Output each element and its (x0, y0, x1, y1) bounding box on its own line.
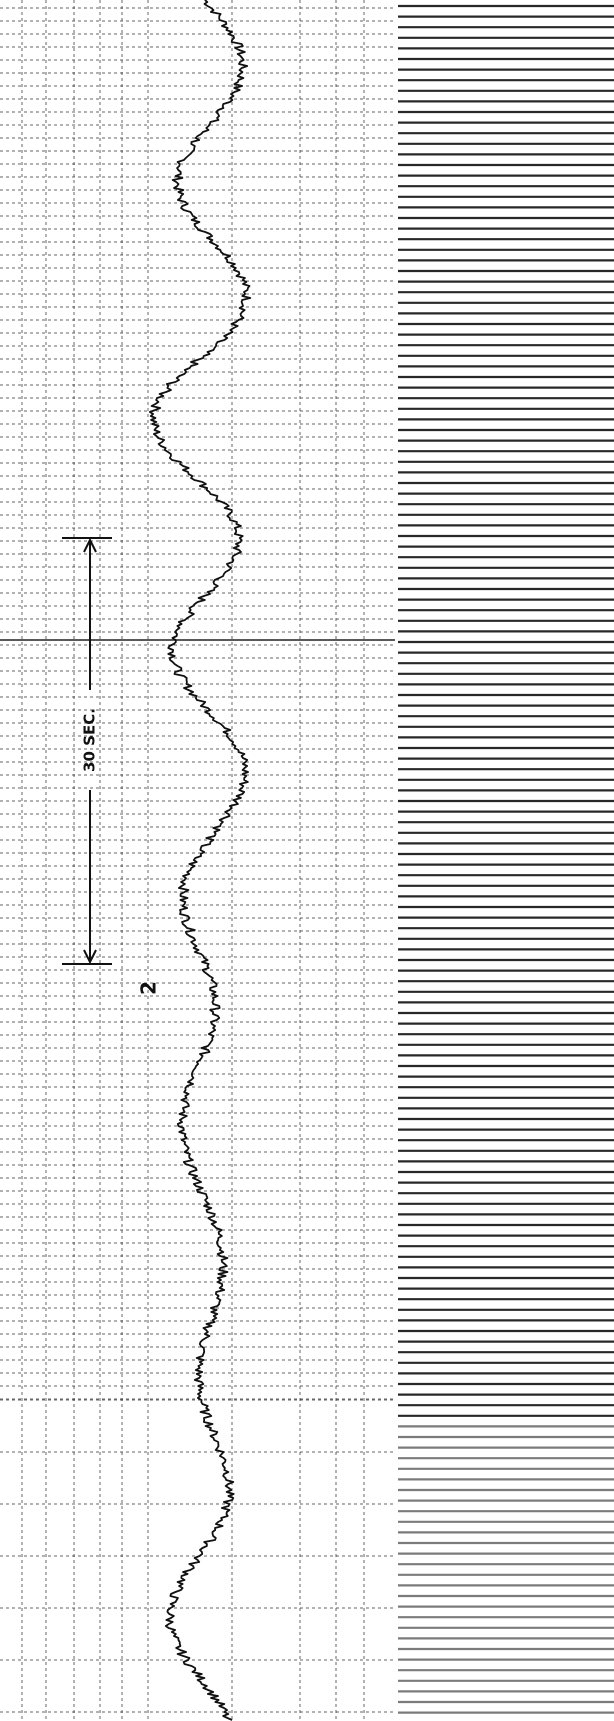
strip-chart-record: 30 SEC. 2 (0, 0, 614, 1721)
time-scale-bar: 30 SEC. (62, 538, 112, 964)
trace-marker: 2 (137, 981, 161, 995)
scale-label: 30 SEC. (81, 708, 99, 772)
chart-paper-grid (0, 0, 395, 1721)
recorded-trace (150, 0, 250, 1720)
timing-marks (398, 6, 614, 1713)
page: {"annotations": {"scale_label": "30 SEC.… (0, 0, 614, 1721)
